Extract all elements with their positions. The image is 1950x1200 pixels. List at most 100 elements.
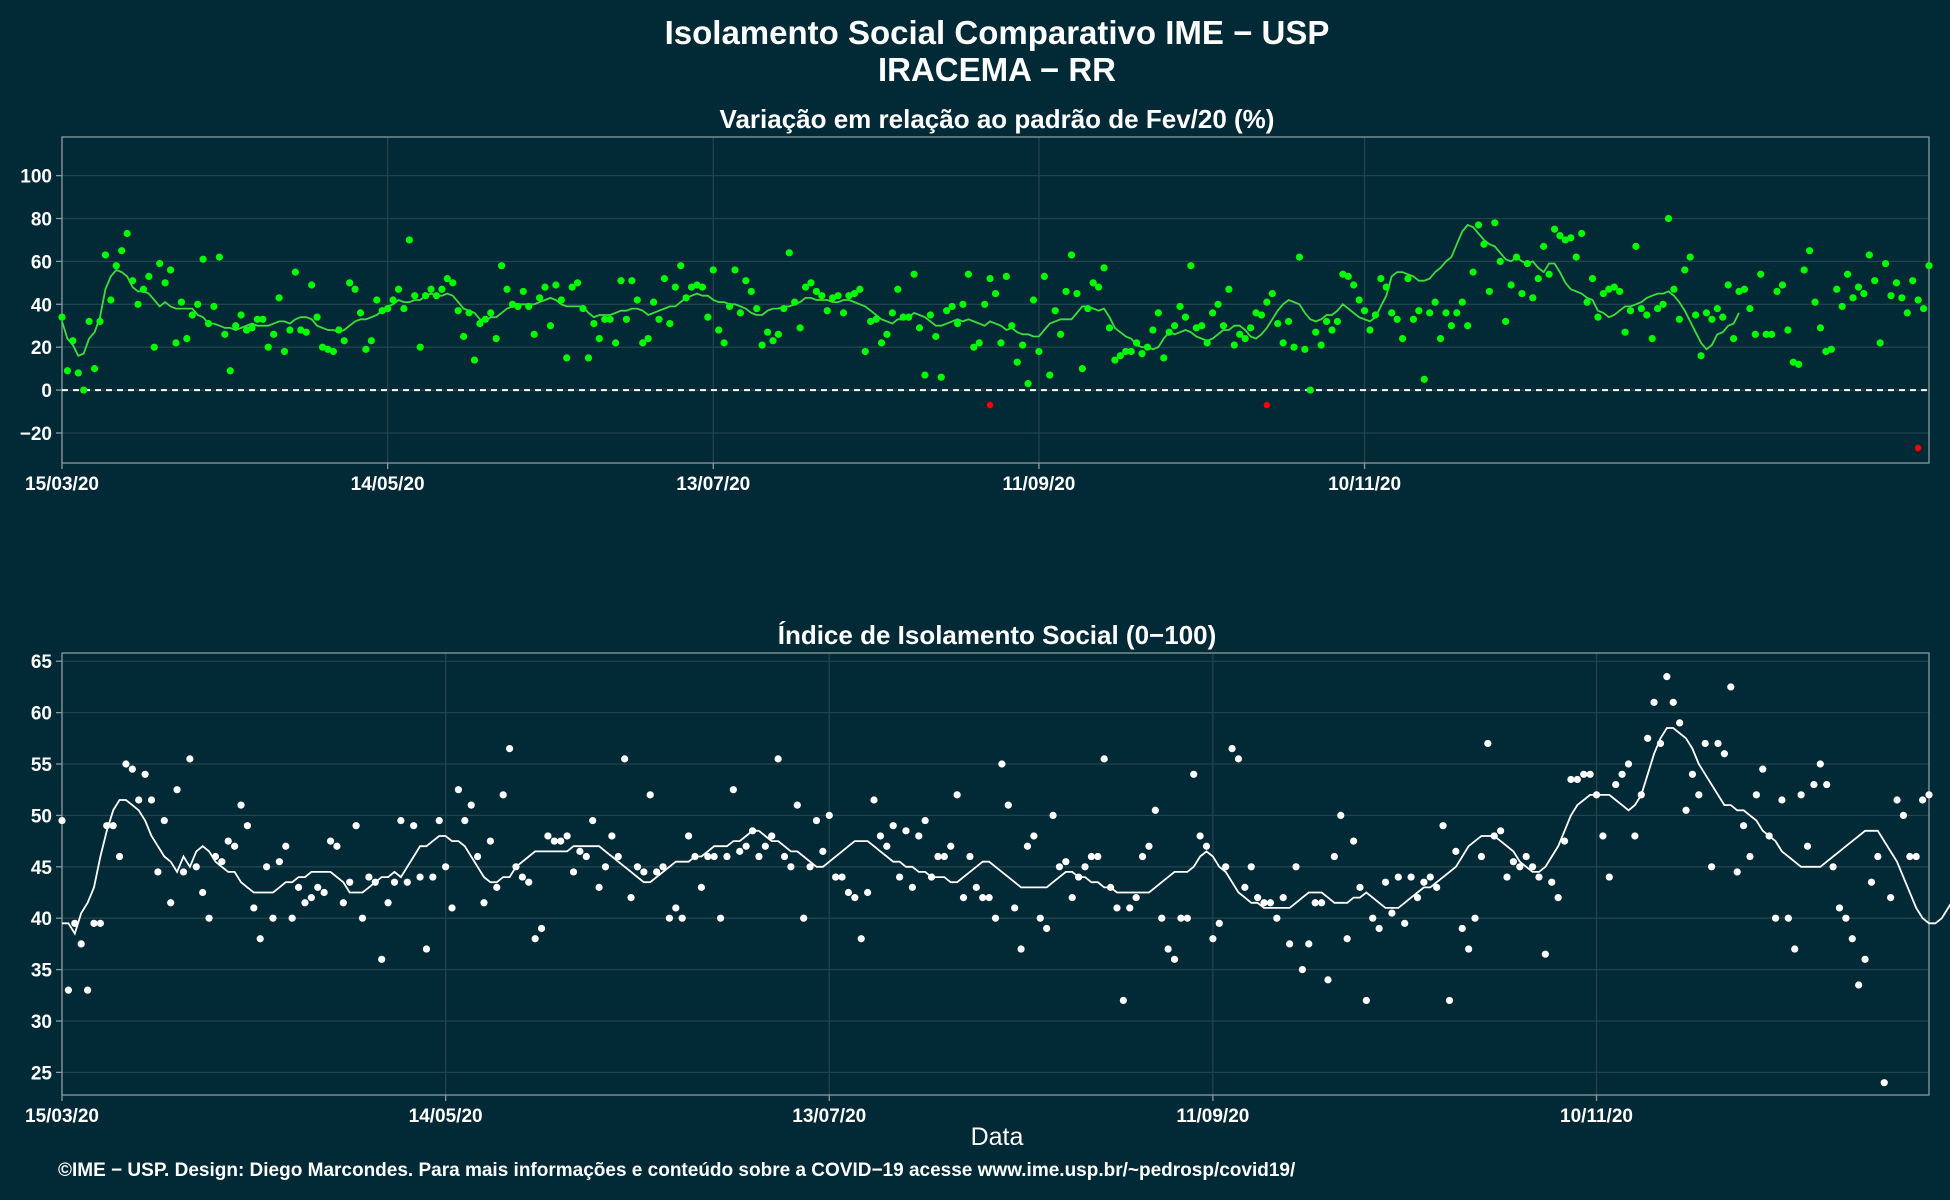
data-point [301, 899, 309, 907]
data-point [1322, 317, 1331, 326]
data-point [576, 847, 584, 855]
x-tick-label: 13/07/20 [676, 474, 750, 495]
data-point [801, 283, 810, 291]
data-point [1599, 289, 1607, 298]
data-point [1382, 283, 1390, 291]
data-point [1324, 976, 1332, 984]
data-point [947, 842, 955, 850]
data-point [1181, 313, 1190, 321]
data-point [192, 863, 200, 871]
data-point [218, 858, 226, 866]
data-point [362, 345, 370, 353]
data-point [940, 852, 948, 861]
data-point [1170, 955, 1179, 963]
x-tick-label: 15/03/20 [25, 1106, 99, 1127]
data-point [1306, 386, 1314, 394]
data-point [172, 339, 180, 347]
data-point [710, 852, 718, 861]
data-point [150, 343, 158, 351]
data-point [480, 899, 488, 907]
data-point [660, 274, 669, 283]
data-point [979, 894, 987, 902]
data-point [829, 294, 837, 302]
data-point [864, 888, 872, 897]
data-point [1643, 311, 1651, 319]
data-point [606, 315, 614, 323]
data-point [677, 262, 685, 270]
data-point [1295, 253, 1304, 261]
data-point [270, 330, 278, 338]
data-point [1312, 328, 1320, 336]
data-point [1919, 304, 1928, 313]
data-point [1893, 796, 1901, 804]
data-point [352, 822, 360, 830]
data-point [1474, 221, 1483, 229]
data-point [422, 292, 430, 300]
data-point [499, 791, 507, 799]
data-point [981, 300, 989, 308]
data-point [748, 827, 757, 835]
data-point [1225, 285, 1233, 293]
data-point [1797, 791, 1805, 799]
data-point [1453, 309, 1461, 317]
data-point [573, 279, 582, 287]
data-point [666, 319, 674, 328]
data-point [800, 914, 808, 922]
data-point [1624, 760, 1633, 768]
data-point [627, 894, 635, 902]
x-tick-label: 10/11/20 [1560, 1106, 1633, 1127]
y-tick-label: 65 [31, 652, 53, 673]
data-point [308, 281, 316, 289]
data-point [69, 337, 77, 345]
data-point [1404, 274, 1412, 283]
data-point [948, 302, 956, 311]
data-point [986, 274, 994, 283]
data-point [1676, 719, 1684, 727]
data-point [1669, 698, 1677, 706]
data-point [1187, 262, 1195, 270]
data-point [1805, 247, 1814, 255]
data-point [1811, 298, 1819, 306]
data-point [139, 285, 148, 293]
data-point [1778, 281, 1787, 289]
data-point [1469, 268, 1477, 276]
data-point [435, 816, 443, 825]
data-point [769, 337, 777, 345]
data-point [622, 315, 631, 323]
data-point [492, 335, 500, 343]
data-point [525, 878, 533, 886]
data-point [1612, 780, 1620, 789]
data-point [653, 868, 661, 876]
data-point [736, 847, 744, 855]
data-point [1752, 791, 1760, 799]
data-point [1192, 324, 1200, 332]
data-point [519, 287, 527, 296]
data-point [1599, 832, 1607, 840]
data-point [850, 289, 858, 298]
data-point [1545, 270, 1553, 278]
data-point [1583, 298, 1591, 306]
data-point [231, 842, 239, 850]
data-point [378, 955, 386, 963]
data-point [870, 796, 878, 804]
y-tick-label: 20 [31, 338, 52, 359]
data-point [314, 883, 322, 891]
data-point [83, 986, 92, 994]
data-point [432, 292, 441, 300]
data-point [1055, 863, 1064, 871]
data-point [633, 863, 642, 871]
chart-title: Isolamento Social Comparativo IME − USP [665, 14, 1330, 51]
data-point [791, 298, 799, 306]
data-point [115, 852, 124, 861]
data-point [1573, 775, 1581, 784]
data-point [1413, 894, 1422, 902]
data-point [1561, 236, 1569, 244]
data-point [1409, 315, 1418, 323]
data-point [90, 365, 99, 373]
data-point [77, 940, 85, 948]
data-point [1735, 287, 1743, 296]
data-point [747, 287, 755, 296]
data-point [671, 283, 679, 291]
data-point [1407, 873, 1415, 881]
data-point [179, 868, 188, 876]
